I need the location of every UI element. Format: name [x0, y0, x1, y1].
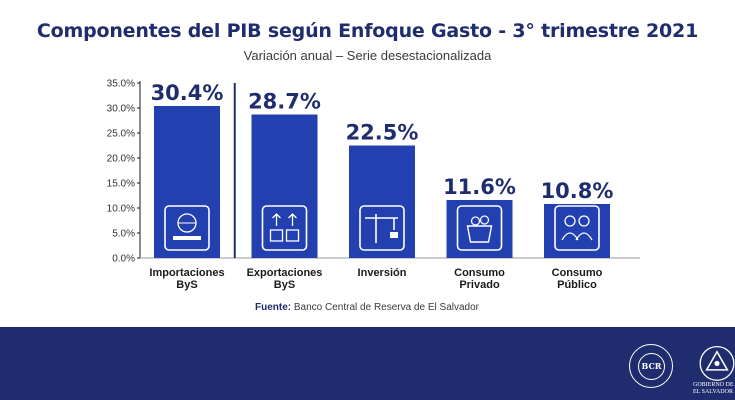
y-tick-label: 15.0% — [107, 179, 135, 190]
bar-value-label: 30.4% — [151, 81, 224, 105]
y-tick-label: 35.0% — [107, 79, 135, 90]
laptop-globe-icon — [164, 205, 210, 251]
bar-chart: 0.0% 5.0% 10.0% 15.0% 20.0% 25.0% 30.0% 35.0% 30… — [107, 79, 640, 291]
box-shape — [285, 229, 300, 242]
category-label: Exportaciones — [247, 267, 323, 279]
category-label: Importaciones — [149, 267, 224, 279]
category-label: Privado — [459, 279, 500, 291]
arrow-up-icon — [288, 213, 297, 226]
laptop-base — [173, 236, 201, 240]
category-label: Público — [557, 279, 597, 291]
government-label: GOBIERNO DE EL SALVADOR — [693, 382, 734, 396]
y-tick-label: 20.0% — [107, 154, 135, 165]
person-head — [564, 215, 576, 227]
produce-shape — [479, 215, 490, 225]
arrow-up-icon — [272, 213, 281, 226]
bar-value-label: 11.6% — [443, 175, 516, 199]
chart-title: Componentes del PIB según Enfoque Gasto … — [36, 20, 699, 42]
government-shield-icon — [699, 345, 735, 381]
y-tick-label: 30.0% — [107, 104, 135, 115]
people-icon — [554, 205, 600, 251]
category-label: Consumo — [552, 267, 603, 279]
box-shape — [269, 229, 284, 242]
source-label: Fuente: — [255, 302, 292, 313]
person-head — [578, 215, 590, 227]
person-body — [561, 232, 593, 241]
bar-value-label: 22.5% — [346, 121, 419, 145]
chart-subtitle: Variación anual – Serie desestacionaliza… — [243, 48, 492, 63]
bar — [349, 145, 415, 258]
bcr-seal-icon: BCR — [629, 344, 673, 388]
government-line-2: EL SALVADOR — [693, 389, 733, 395]
bar — [251, 114, 318, 258]
government-line-1: GOBIERNO DE — [693, 382, 734, 388]
crane-icon — [359, 205, 405, 251]
y-tick-label: 5.0% — [112, 229, 135, 240]
source-note: Fuente: Banco Central de Reserva de El S… — [255, 302, 479, 313]
crane-load — [390, 232, 398, 238]
y-tick-label: 0.0% — [112, 254, 135, 265]
category-label: Consumo — [454, 267, 505, 279]
crane-shape — [365, 214, 398, 243]
y-tick-label: 25.0% — [107, 129, 135, 140]
boxes-arrows-icon — [261, 205, 308, 251]
y-tick-label: 10.0% — [107, 204, 135, 215]
bcr-seal-text: BCR — [638, 353, 665, 380]
source-text: Banco Central de Reserva de El Salvador — [293, 302, 479, 313]
shopping-bag-icon — [456, 205, 503, 251]
bar-value-label: 28.7% — [248, 90, 321, 114]
category-label: Inversión — [358, 267, 407, 279]
category-label: ByS — [176, 279, 197, 291]
footer-band: BCR GOBIERNO DE EL SALVADOR — [0, 327, 735, 400]
produce-shape — [470, 216, 481, 226]
bar-value-label: 10.8% — [541, 179, 614, 203]
category-label: ByS — [274, 279, 295, 291]
bar — [154, 106, 220, 258]
bag-shape — [466, 225, 493, 243]
